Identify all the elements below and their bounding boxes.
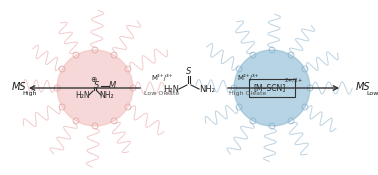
Text: S: S xyxy=(186,68,192,76)
Text: MS: MS xyxy=(12,82,26,92)
Text: High: High xyxy=(22,91,37,96)
Text: M²⁺/³⁺: M²⁺/³⁺ xyxy=(151,74,173,81)
Text: H₂N: H₂N xyxy=(76,92,90,100)
Ellipse shape xyxy=(234,50,310,126)
Text: [M–SCN]: [M–SCN] xyxy=(254,83,286,93)
Text: ⊕: ⊕ xyxy=(90,75,96,85)
Text: H₂N: H₂N xyxy=(163,85,179,93)
Text: S: S xyxy=(94,82,100,90)
Text: M: M xyxy=(108,82,116,90)
Text: NH₂: NH₂ xyxy=(100,92,114,100)
Text: NH₂: NH₂ xyxy=(199,85,215,93)
Text: High Oleate: High Oleate xyxy=(229,91,267,96)
Text: 2+/3+: 2+/3+ xyxy=(285,78,303,82)
Ellipse shape xyxy=(57,50,133,126)
Text: MS: MS xyxy=(356,82,370,92)
Text: Low: Low xyxy=(366,91,378,96)
Text: Low Oleate: Low Oleate xyxy=(144,91,180,96)
Text: M²⁺/³⁺: M²⁺/³⁺ xyxy=(237,74,259,81)
